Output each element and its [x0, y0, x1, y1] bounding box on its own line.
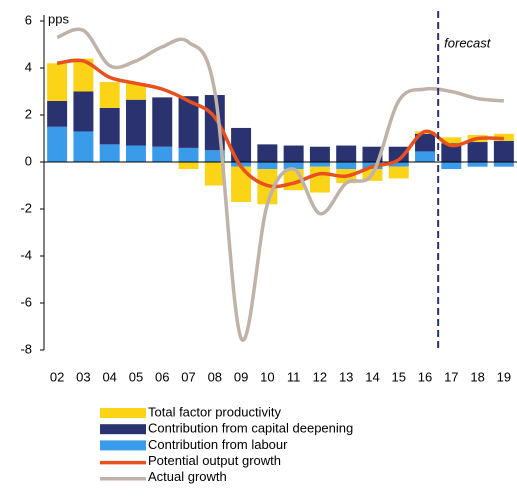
x-tick-label: 18 [470, 369, 484, 384]
line [56, 58, 504, 189]
y-tick-label: -8 [20, 341, 32, 356]
legend-swatch [100, 408, 146, 418]
x-tick-label: 15 [392, 369, 406, 384]
x-tick-label: 04 [102, 369, 116, 384]
bar [231, 127, 252, 162]
bar [99, 107, 120, 145]
x-tick-label: 13 [339, 369, 353, 384]
legend-swatch [100, 440, 146, 451]
x-tick-label: 07 [181, 369, 195, 384]
y-tick-label: -6 [20, 294, 32, 309]
x-tick-label: 19 [497, 369, 511, 384]
x-tick-label: 03 [76, 369, 90, 384]
legend-swatch [100, 424, 146, 435]
bar [388, 162, 409, 167]
x-tick-label: 11 [287, 369, 301, 384]
bar [388, 146, 409, 162]
bar [441, 137, 462, 144]
bar [283, 162, 304, 170]
bar [336, 145, 357, 162]
bar [125, 145, 146, 162]
bar [283, 145, 304, 162]
bar [178, 96, 199, 148]
legend-label: Actual growth [148, 469, 227, 484]
bar [178, 162, 199, 170]
bar [493, 140, 514, 162]
bar [47, 63, 68, 101]
legend-label: Total factor productivity [148, 404, 281, 419]
annotation: forecast [444, 35, 492, 50]
bar [388, 166, 409, 179]
bar [441, 162, 462, 170]
bar [152, 97, 173, 147]
x-tick-label: 05 [129, 369, 143, 384]
bar [204, 150, 225, 162]
legend-label: Contribution from capital deepening [148, 421, 353, 436]
bar [125, 99, 146, 146]
bar [152, 146, 173, 162]
bar [99, 82, 120, 108]
x-tick-label: 02 [50, 369, 64, 384]
x-tick-label: 14 [365, 369, 379, 384]
y-tick-label: -2 [20, 200, 32, 215]
y-axis-label: pps [48, 11, 69, 26]
bar [467, 142, 488, 162]
y-tick-label: 2 [25, 106, 32, 121]
bar [178, 147, 199, 162]
bar [99, 144, 120, 162]
bar [73, 91, 94, 132]
bar [47, 100, 68, 127]
bar [493, 162, 514, 167]
bar [257, 144, 278, 162]
y-tick-label: 0 [25, 153, 32, 168]
bar [441, 143, 462, 162]
y-tick-label: -4 [20, 247, 32, 262]
bar [47, 126, 68, 162]
legend-label: Potential output growth [148, 453, 281, 468]
bar [125, 83, 146, 100]
x-tick-label: 06 [155, 369, 169, 384]
bar [73, 58, 94, 92]
x-tick-label: 09 [234, 369, 248, 384]
bar [73, 131, 94, 162]
x-tick-label: 10 [260, 369, 274, 384]
bar [415, 151, 436, 162]
bar [415, 133, 436, 152]
x-tick-label: 12 [313, 369, 327, 384]
bar [204, 162, 225, 186]
x-tick-label: 17 [444, 369, 458, 384]
x-tick-label: 16 [418, 369, 432, 384]
y-tick-label: 4 [25, 59, 32, 74]
bar [231, 166, 252, 202]
bar [257, 162, 278, 170]
bar [309, 162, 330, 167]
bar [467, 162, 488, 167]
line [56, 27, 505, 342]
bar [336, 162, 357, 170]
y-tick-label: 6 [25, 12, 32, 27]
bar [309, 166, 330, 193]
bar [309, 146, 330, 162]
legend-label: Contribution from labour [148, 437, 288, 452]
x-tick-label: 08 [208, 369, 222, 384]
